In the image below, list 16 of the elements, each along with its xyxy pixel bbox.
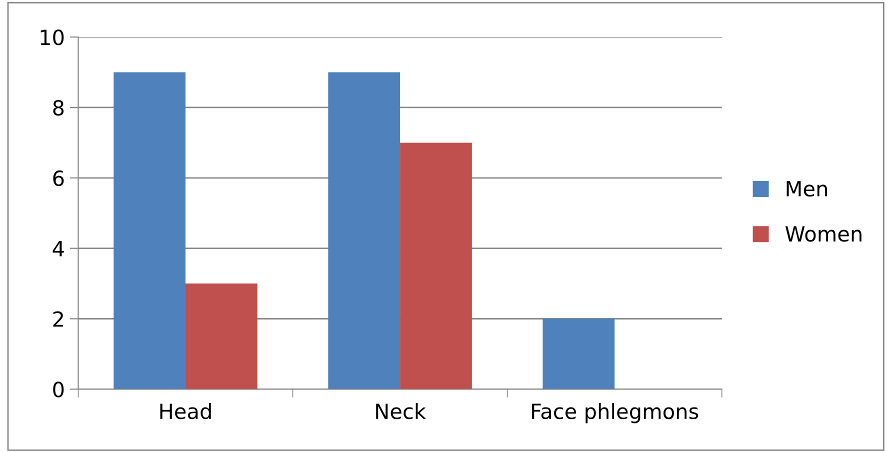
x-tick-label: Face phlegmons (532, 403, 698, 424)
bar (542, 318, 615, 390)
bar (114, 72, 186, 390)
x-tick-label: Head (160, 403, 211, 420)
y-tick-label: 10 (40, 30, 64, 46)
y-tick-label: 8 (53, 100, 64, 116)
bar (186, 284, 258, 390)
legend-label: Women (785, 226, 862, 242)
bar (400, 142, 472, 390)
y-tick-label: 0 (53, 382, 64, 398)
y-tick-label: 6 (53, 170, 64, 186)
legend-label: Men (786, 181, 827, 197)
y-tick-label: 4 (52, 241, 64, 256)
x-tick-label: Neck (376, 403, 426, 420)
y-tick-label: 2 (53, 311, 63, 327)
bar (328, 72, 400, 390)
